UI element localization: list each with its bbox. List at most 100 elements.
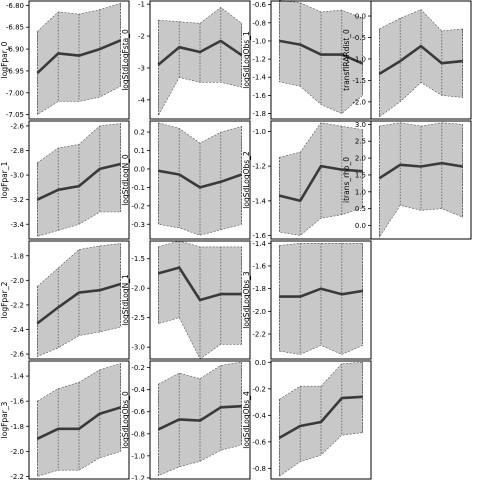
y-tick-label: -1.2 (131, 474, 145, 480)
uncertainty-band (37, 243, 121, 357)
panel-logSdLogObs_4: 0.0 -0.2 -0.4 -0.6 -0.8 logSdLogObs_4 (242, 359, 372, 480)
y-tick-label: -0.8 (252, 19, 266, 27)
y-tick-label: 0.0 (355, 222, 366, 230)
y-tick-label: 0.2 (134, 129, 145, 137)
y-tick-label: -6.85 (6, 24, 24, 32)
y-tick-label: -0.8 (131, 430, 145, 438)
y-tick-label: -0.3 (131, 221, 145, 229)
mean-line (157, 39, 243, 66)
y-axis-label: logStdLogN_1 (121, 274, 130, 326)
y-tick-label: -2.2 (10, 301, 24, 309)
y-tick-label: -6.80 (6, 2, 24, 10)
y-tick-label: -3.2 (10, 196, 24, 204)
y-tick-label: -2.8 (10, 147, 24, 155)
mean-line (36, 162, 121, 201)
y-tick-label: -2.0 (352, 98, 366, 106)
uncertainty-band (379, 122, 463, 239)
panel-itrans_rho_0: 3.0 2.5 2.0 1.5 1.0 0.5 0.0 itrans_rho_0 (342, 120, 472, 240)
y-tick-label: -4 (138, 96, 146, 104)
y-tick-label: -3.0 (131, 344, 145, 352)
y-tick-label: -1.5 (131, 255, 145, 263)
y-tick-label: 1.5 (355, 171, 366, 179)
panel-logSdLogObs_0: -0.2 -0.4 -0.6 -0.8 -1.0 -1.2 logSdLogObs_0 (121, 360, 251, 480)
y-axis-label: itrans_rho_0 (342, 157, 351, 203)
y-tick-label: -2.0 (10, 448, 24, 456)
y-tick-label: -1.6 (252, 232, 266, 240)
y-tick-label: -1.8 (10, 252, 24, 260)
y-tick-label: 2.0 (355, 155, 366, 163)
y-axis-label: logSdLogObs_1 (242, 31, 251, 89)
y-tick-label: -1.4 (252, 197, 266, 205)
panel-frame (28, 0, 130, 120)
panel-frame (370, 0, 472, 120)
y-tick-label: -1.0 (352, 55, 366, 63)
y-tick-label: 3.0 (355, 121, 366, 129)
y-tick-label: -0.2 (131, 202, 145, 210)
y-tick-label: -1.2 (252, 163, 266, 171)
y-tick-label: -1.4 (252, 240, 266, 248)
y-axis-label: logFpar_3 (0, 401, 9, 438)
panel-logStdLogFsta_0: -1 -2 -3 -4 logStdLogFsta_0 (121, 0, 251, 120)
y-tick-label: -7.05 (6, 111, 24, 119)
y-tick-label: -1 (138, 1, 145, 9)
uncertainty-band (37, 2, 121, 116)
mean-line (157, 266, 242, 302)
y-tick-label: -2.0 (10, 277, 24, 285)
y-axis-label: logFpar_2 (0, 281, 9, 318)
panel-logFpar_2: -1.8 -2.0 -2.2 -2.4 -2.6 logFpar_2 (0, 240, 130, 360)
panel-frame (149, 240, 251, 360)
y-tick-label: -1.8 (252, 110, 266, 118)
y-tick-label: -2.2 (10, 473, 24, 480)
mean-line (36, 282, 122, 325)
y-tick-label: 0.0 (255, 359, 266, 367)
y-axis-label: logSdLogObs_2 (242, 151, 251, 209)
y-tick-label: 0.1 (134, 147, 145, 155)
y-axis-label: logSdLogObs_0 (121, 391, 130, 449)
y-tick-label: 0.5 (355, 205, 366, 213)
y-tick-label: -0.5 (352, 34, 366, 42)
y-axis-label: transfIRARdist_0 (342, 29, 351, 91)
mean-line (279, 287, 363, 298)
y-tick-label: -2.0 (252, 308, 266, 316)
mean-line (278, 164, 363, 203)
y-tick-label: -1.0 (252, 37, 266, 45)
y-tick-label: -1.2 (252, 56, 266, 64)
y-tick-label: -2.4 (10, 326, 24, 334)
mean-line (378, 44, 463, 76)
y-tick-label: -7.00 (6, 89, 24, 97)
uncertainty-band (37, 363, 121, 477)
y-tick-label: -1.6 (10, 398, 24, 406)
panel-frame (28, 120, 130, 240)
y-tick-label: -0.6 (252, 438, 266, 446)
y-tick-label: -0.2 (252, 385, 266, 393)
y-tick-label: -1.4 (252, 74, 266, 82)
y-axis-label: logFpar_1 (0, 161, 9, 198)
y-tick-label: -1.0 (252, 128, 266, 136)
y-tick-label: 0.0 (134, 165, 145, 173)
panel-frame (270, 240, 372, 360)
y-tick-label: -6.90 (6, 46, 24, 54)
y-tick-label: 2.5 (355, 138, 366, 146)
mean-line (378, 161, 463, 180)
mean-line (36, 39, 122, 75)
y-tick-label: -1.0 (131, 452, 145, 460)
mean-line (278, 395, 363, 440)
panel-logSdLogObs_2: -1.0 -1.2 -1.4 -1.6 logSdLogObs_2 (242, 120, 372, 240)
y-tick-label: -1.6 (252, 92, 266, 100)
y-tick-label: -0.8 (252, 465, 266, 473)
y-tick-label: -2.0 (131, 285, 145, 293)
y-tick-label: -2.6 (10, 122, 24, 130)
panel-logSdLogObs_1: -0.6 -0.8 -1.0 -1.2 -1.4 -1.6 -1.8 logSdLogObs_… (242, 0, 372, 120)
y-tick-label: -1.4 (10, 373, 24, 381)
mean-line (157, 404, 242, 431)
panel-frame (149, 360, 251, 480)
y-tick-label: -0.6 (131, 408, 145, 416)
y-tick-label: -0.2 (131, 364, 145, 372)
panel-frame (270, 360, 372, 480)
y-tick-label: -2.2 (252, 331, 266, 339)
mean-line (158, 169, 243, 189)
mean-line (36, 406, 122, 440)
